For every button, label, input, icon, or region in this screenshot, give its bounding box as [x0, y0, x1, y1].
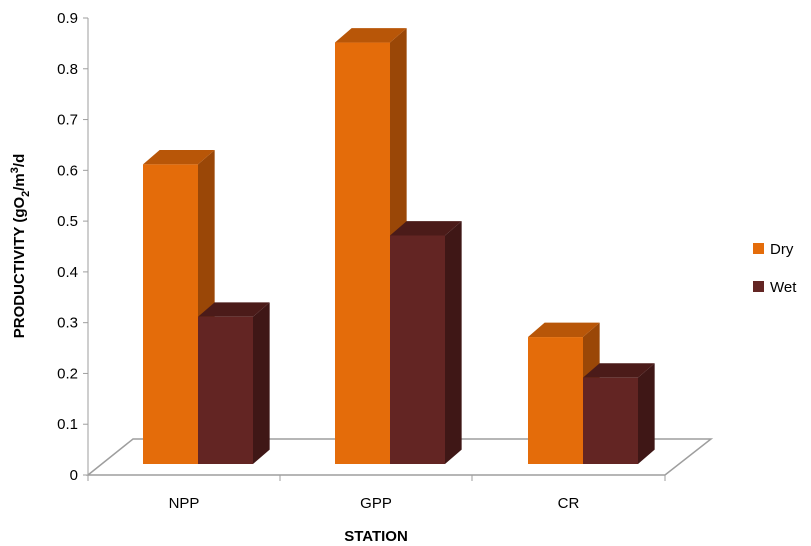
bar-front-face — [335, 42, 390, 465]
y-tick-label: 0.9 — [57, 10, 78, 27]
bar-front-face — [528, 337, 583, 464]
bars — [143, 28, 655, 465]
axes — [87, 18, 665, 476]
y-ticks: 0 0.1 0.2 0.3 0.4 0.5 0.6 0.7 0.8 0.9 — [57, 10, 88, 484]
y-tick-label: 0.3 — [57, 315, 78, 332]
bar-side-face — [445, 221, 462, 464]
y-tick-label: 0.7 — [57, 112, 78, 129]
x-category-label: CR — [558, 495, 580, 512]
y-tick-label: 0.8 — [57, 61, 78, 78]
legend-swatch-dry — [753, 243, 764, 254]
bar-front-face — [390, 235, 445, 464]
y-tick-label: 0.6 — [57, 162, 78, 179]
bar-top-face — [335, 28, 407, 43]
bar-front-face — [143, 164, 198, 464]
legend-label-dry: Dry — [770, 241, 794, 258]
legend-swatch-wet — [753, 281, 764, 292]
bar-top-face — [583, 363, 655, 378]
y-tick-label: 0.5 — [57, 213, 78, 230]
y-axis-title-sub: 2 — [20, 191, 32, 197]
x-category-label: GPP — [360, 495, 392, 512]
bar-dry-npp — [143, 150, 215, 464]
bar-side-face — [638, 363, 655, 464]
bar-front-face — [198, 316, 253, 464]
y-axis-title-main: PRODUCTIVITY (gO — [11, 197, 28, 339]
y-tick-label: 0.4 — [57, 264, 78, 281]
bar-wet-npp — [198, 302, 270, 464]
x-category-label: NPP — [169, 495, 200, 512]
bar-top-face — [198, 302, 270, 317]
bar-top-face — [390, 221, 462, 236]
y-tick-label: 0.2 — [57, 365, 78, 382]
y-axis-title: PRODUCTIVITY (gO2/m3/d — [9, 154, 32, 339]
legend-label-wet: Wet — [770, 279, 797, 296]
x-axis-title: STATION — [344, 528, 408, 545]
bar-top-face — [143, 150, 215, 165]
y-axis-title-sup: 3 — [9, 167, 21, 173]
y-tick-label: 0.1 — [57, 416, 78, 433]
x-categories: NPP GPP CR — [87, 475, 666, 512]
bar-front-face — [583, 377, 638, 464]
bar-wet-cr — [583, 363, 655, 464]
bar-dry-gpp — [335, 28, 407, 465]
y-axis-title-end: /d — [11, 154, 28, 167]
bar-top-face — [528, 322, 600, 338]
bar-wet-gpp — [390, 221, 462, 464]
legend: Dry Wet — [753, 241, 797, 296]
bar-side-face — [253, 302, 270, 464]
y-axis-title-mid: /m — [11, 173, 28, 191]
y-tick-label: 0 — [70, 467, 78, 484]
